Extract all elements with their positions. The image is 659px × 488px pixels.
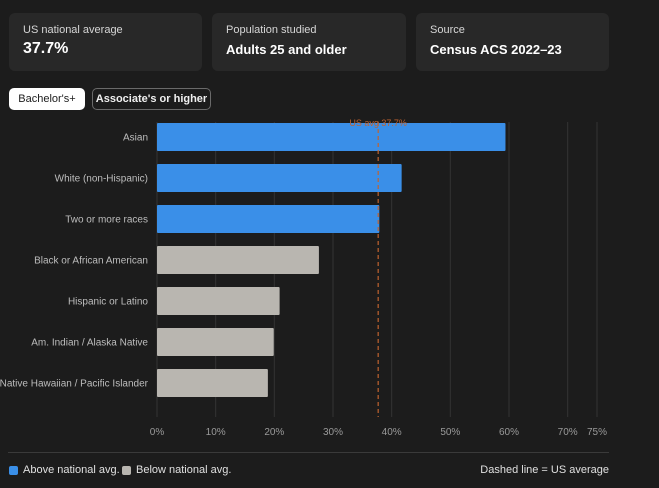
x-tick-label: 40% bbox=[382, 427, 402, 438]
x-tick-label: 30% bbox=[323, 427, 343, 438]
legend-below: Below national avg. bbox=[122, 464, 231, 476]
card-population: Population studied Adults 25 and older bbox=[212, 13, 406, 71]
bar bbox=[157, 328, 274, 356]
category-label: Native Hawaiian / Pacific Islander bbox=[0, 379, 149, 390]
x-tick-label: 10% bbox=[206, 427, 226, 438]
card-label: Source bbox=[430, 24, 465, 36]
legend-swatch-above bbox=[9, 465, 18, 475]
bar bbox=[157, 369, 268, 397]
bar bbox=[157, 246, 319, 274]
x-tick-label: 75% bbox=[587, 427, 607, 438]
reference-line-label: US avg 37.7% bbox=[349, 118, 407, 128]
tab-associates[interactable]: Associate's or higher bbox=[92, 88, 211, 110]
card-label: Population studied bbox=[226, 24, 317, 36]
category-label: Black or African American bbox=[34, 256, 148, 267]
bar bbox=[157, 164, 402, 192]
tab-bachelors[interactable]: Bachelor's+ bbox=[9, 88, 85, 110]
category-label: Hispanic or Latino bbox=[68, 297, 148, 308]
legend-divider bbox=[8, 452, 609, 453]
legend-above: Above national avg. bbox=[9, 464, 120, 476]
legend-label-above: Above national avg. bbox=[23, 464, 120, 476]
legend-label-below: Below national avg. bbox=[136, 464, 232, 476]
card-source: Source Census ACS 2022–23 bbox=[416, 13, 609, 71]
category-label: Asian bbox=[123, 133, 148, 144]
card-national-average: US national average 37.7% bbox=[9, 13, 202, 71]
x-tick-label: 0% bbox=[150, 427, 165, 438]
bar bbox=[157, 205, 380, 233]
category-label: Am. Indian / Alaska Native bbox=[31, 338, 148, 349]
category-label: White (non-Hispanic) bbox=[55, 174, 148, 185]
card-label: US national average bbox=[23, 24, 123, 36]
x-tick-label: 70% bbox=[558, 427, 578, 438]
legend-swatch-below bbox=[122, 465, 131, 475]
x-tick-label: 60% bbox=[499, 427, 519, 438]
x-tick-label: 50% bbox=[440, 427, 460, 438]
bar bbox=[157, 123, 506, 151]
bar-chart: 0% 10% 20% 30% 40% 50% 60% 70% 75% Asian White (no… bbox=[0, 118, 607, 438]
x-tick-label: 20% bbox=[264, 427, 284, 438]
bar bbox=[157, 287, 280, 315]
card-value: Adults 25 and older bbox=[226, 42, 347, 57]
card-value: 37.7% bbox=[23, 40, 69, 57]
reference-note: Dashed line = US average bbox=[480, 464, 609, 476]
category-label: Two or more races bbox=[65, 215, 148, 226]
card-value: Census ACS 2022–23 bbox=[430, 42, 562, 57]
